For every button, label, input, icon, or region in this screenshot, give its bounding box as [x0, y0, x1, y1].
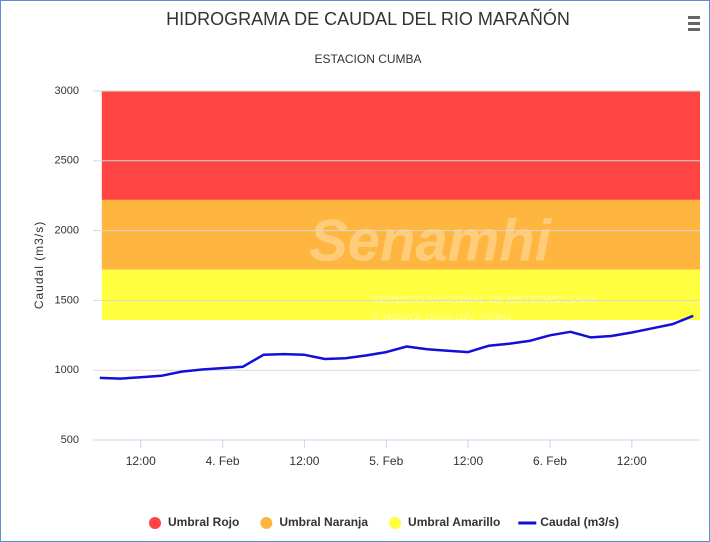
legend-label: Umbral Amarillo — [408, 515, 500, 529]
legend-label: Umbral Naranja — [279, 515, 368, 529]
x-tick-label: 6. Feb — [533, 454, 567, 468]
x-tick-label: 12:00 — [126, 454, 156, 468]
watermark-title: Senamhi — [309, 208, 553, 273]
legend-item: Umbral Amarillo — [389, 515, 500, 529]
legend-item: Umbral Rojo — [149, 515, 239, 529]
y-tick-label: 500 — [61, 434, 79, 446]
watermark-line: SERVICIO NACIONAL DE METEOROLOGÍA — [372, 293, 597, 306]
plot-band — [101, 91, 701, 200]
x-tick-label: 5. Feb — [369, 454, 403, 468]
chart-title: HIDROGRAMA DE CAUDAL DEL RIO MARAÑÓN — [166, 8, 570, 29]
y-tick-label: 1500 — [55, 294, 79, 306]
watermark-line: E HIDROLOGÍA DEL PERÚ — [372, 311, 512, 324]
chart-subtitle: ESTACION CUMBA — [314, 52, 421, 66]
plot-band — [101, 199, 701, 270]
legend-marker — [149, 517, 161, 529]
y-axis-label: Caudal (m3/s) — [32, 221, 46, 309]
x-tick-label: 12:00 — [289, 454, 319, 468]
y-tick-label: 2500 — [55, 155, 79, 167]
y-tick-label: 1000 — [55, 364, 79, 376]
plot-band — [101, 269, 701, 320]
legend-item: Umbral Naranja — [260, 515, 368, 529]
y-tick-label: 3000 — [55, 85, 79, 97]
legend-label: Umbral Rojo — [168, 515, 239, 529]
legend-item: Caudal (m3/s) — [518, 515, 619, 529]
x-tick-label: 4. Feb — [206, 454, 240, 468]
y-tick-label: 2000 — [55, 225, 79, 237]
data-line — [99, 314, 694, 380]
x-tick-label: 12:00 — [453, 454, 483, 468]
menu-icon[interactable] — [688, 16, 700, 31]
legend-marker — [389, 517, 402, 529]
legend-marker — [260, 517, 273, 529]
legend-label: Caudal (m3/s) — [540, 515, 619, 529]
x-tick-label: 12:00 — [617, 454, 647, 468]
